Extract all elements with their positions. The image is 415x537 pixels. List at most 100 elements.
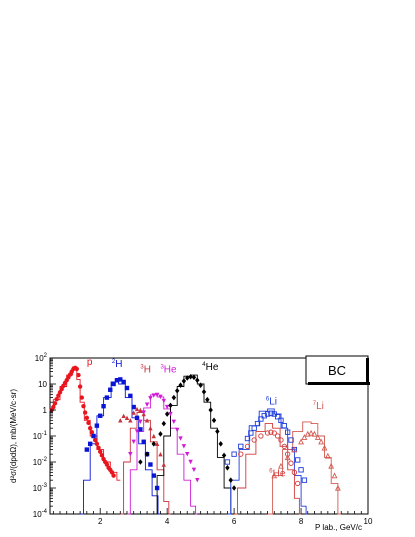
data-point xyxy=(77,384,83,389)
data-point xyxy=(161,398,167,404)
data-point xyxy=(314,433,321,440)
data-point xyxy=(168,411,173,417)
data-point xyxy=(185,375,190,381)
data-point xyxy=(311,430,318,437)
data-point xyxy=(254,420,261,427)
data-point xyxy=(185,451,190,457)
data-point xyxy=(281,423,287,429)
data-point xyxy=(295,457,301,463)
series-label: 2H xyxy=(112,359,123,370)
data-point xyxy=(181,444,187,449)
data-point xyxy=(154,441,160,447)
axes: 2 4 6 8 10 10-4 10-3 10-2 10-1 1 10 102 xyxy=(33,353,373,526)
data-point xyxy=(181,378,187,384)
data-point xyxy=(278,437,284,443)
data-point xyxy=(82,410,88,415)
y-tick-label: 10-4 xyxy=(33,509,48,519)
data-point xyxy=(301,477,308,483)
data-point xyxy=(134,429,140,434)
x-tick-label: 6 xyxy=(232,517,237,526)
data-point xyxy=(171,394,177,401)
data-point xyxy=(191,467,197,473)
data-point xyxy=(221,452,227,459)
data-point xyxy=(301,433,308,440)
data-point xyxy=(334,484,341,491)
data-point xyxy=(154,485,160,491)
data-point xyxy=(258,433,264,439)
data-point xyxy=(244,443,251,449)
data-point xyxy=(87,441,93,447)
y-tick-label: 1 xyxy=(43,406,48,415)
data-point xyxy=(238,443,244,449)
data-point xyxy=(99,453,105,458)
data-point xyxy=(178,382,183,388)
y-tick-label: 10-3 xyxy=(33,483,48,493)
data-point xyxy=(271,472,278,479)
data-point xyxy=(195,477,200,483)
data-point xyxy=(84,447,90,452)
data-point xyxy=(98,413,103,418)
data-point xyxy=(144,451,150,457)
data-point xyxy=(84,415,90,421)
data-point xyxy=(298,438,304,445)
data-point xyxy=(228,477,233,483)
data-point xyxy=(124,385,130,391)
data-point xyxy=(161,420,167,427)
data-point xyxy=(91,433,96,439)
data-point xyxy=(151,393,156,398)
data-point xyxy=(225,464,230,471)
data-point xyxy=(258,416,264,422)
model-curve xyxy=(234,423,302,515)
x-tick-label: 2 xyxy=(98,517,103,526)
data-point xyxy=(308,429,315,436)
data-point xyxy=(291,446,298,453)
data-point xyxy=(281,443,287,449)
data-point xyxy=(324,452,331,459)
data-point xyxy=(274,433,281,439)
data-point xyxy=(52,401,58,406)
data-point xyxy=(291,469,298,475)
data-point xyxy=(168,402,173,409)
data-point xyxy=(321,444,328,451)
data-point xyxy=(92,437,98,443)
data-point xyxy=(191,374,197,381)
data-point xyxy=(208,407,213,413)
x-tick-label: 10 xyxy=(364,517,373,526)
data-point xyxy=(268,410,274,416)
model-curve xyxy=(267,421,342,515)
data-point xyxy=(54,397,59,402)
data-point xyxy=(128,418,133,423)
data-point xyxy=(231,485,237,491)
data-point xyxy=(271,430,277,436)
data-point xyxy=(285,451,291,457)
series-labels: p 2H 3H 3He 4He 6Li 6He 7Li xyxy=(87,357,324,480)
data-point xyxy=(76,372,81,378)
data-point xyxy=(251,437,257,443)
data-point xyxy=(111,473,116,478)
data-point xyxy=(244,435,251,442)
data-point xyxy=(138,407,143,413)
data-point xyxy=(148,462,153,467)
x-axis-title: P lab., GeV/c xyxy=(315,523,362,532)
data-point xyxy=(238,451,244,457)
data-point xyxy=(118,377,123,382)
data-point xyxy=(79,395,85,400)
data-point xyxy=(201,389,207,395)
data-point xyxy=(134,415,140,421)
panel-label-box: BC xyxy=(305,355,370,385)
series-label: 3He xyxy=(160,364,177,375)
data-point xyxy=(271,411,277,417)
data-points xyxy=(49,365,341,491)
data-point xyxy=(188,459,193,465)
series-label: p xyxy=(87,357,93,368)
data-point xyxy=(131,404,136,410)
data-point xyxy=(298,467,304,473)
data-point xyxy=(108,387,113,392)
model-curve xyxy=(80,381,161,515)
data-point xyxy=(218,441,223,447)
data-point xyxy=(121,413,126,418)
data-point xyxy=(328,462,335,469)
data-point xyxy=(104,462,110,467)
data-point xyxy=(164,411,170,417)
data-point xyxy=(74,366,79,372)
